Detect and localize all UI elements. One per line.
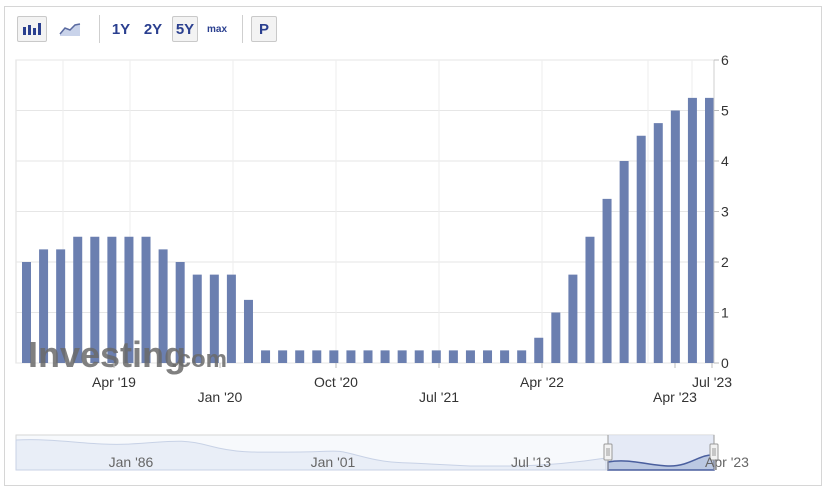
- range-navigator[interactable]: Jan '86 Jan '01 Jul '13 Apr '23: [15, 434, 749, 471]
- range-1y-button[interactable]: 1Y: [111, 20, 131, 38]
- chart-bar: [73, 236, 83, 363]
- chart-bar: [107, 236, 117, 363]
- chart-bar: [431, 350, 441, 363]
- x-tick-label: Jul '23: [692, 374, 732, 390]
- chart-bar: [397, 350, 407, 363]
- bar-chart-icon[interactable]: [17, 16, 47, 42]
- x-tick-label: Apr '23: [653, 389, 697, 405]
- chart-bar: [90, 236, 100, 363]
- chart-bar: [585, 236, 595, 363]
- chart-bar: [705, 97, 714, 363]
- chart-bar: [500, 350, 510, 363]
- chart-bar: [158, 249, 168, 363]
- navigator-label: Jul '13: [511, 454, 551, 470]
- chart-bar: [22, 262, 31, 363]
- x-axis: Apr '19 Jan '20 Oct '20 Jul '21 Apr '22 Apr '…: [92, 363, 732, 405]
- chart-bar: [687, 97, 697, 363]
- navigator-left-handle[interactable]: [603, 443, 613, 461]
- chart-bar: [363, 350, 373, 363]
- chart-bar: [670, 110, 680, 363]
- chart-bar: [619, 161, 629, 363]
- y-tick-label: 6: [721, 52, 729, 68]
- y-tick-label: 4: [721, 153, 729, 169]
- chart-bar: [346, 350, 356, 363]
- navigator-label: Apr '23: [705, 454, 749, 470]
- x-tick-label: Apr '22: [520, 374, 564, 390]
- chart-bar: [448, 350, 458, 363]
- range-2y-button[interactable]: 2Y: [143, 20, 163, 38]
- chart-bar: [278, 350, 288, 363]
- y-tick-label: 3: [721, 204, 729, 220]
- chart-toolbar: 1Y 2Y 5Y max P: [17, 13, 283, 45]
- chart-bar: [380, 350, 390, 363]
- chart-bar: [56, 249, 66, 363]
- line-chart-icon[interactable]: [55, 16, 85, 42]
- y-tick-label: 2: [721, 254, 729, 270]
- navigator-label: Jan '86: [109, 454, 154, 470]
- chart-bar: [312, 350, 322, 363]
- x-tick-label: Oct '20: [314, 374, 358, 390]
- x-tick-label: Jan '20: [198, 389, 243, 405]
- y-axis: 0 1 2 3 4 5 6: [713, 52, 729, 371]
- investing-watermark: Investing .com: [28, 334, 227, 375]
- navigator-history-area: [15, 439, 607, 471]
- x-tick-label: Apr '19: [92, 374, 136, 390]
- chart-bar: [534, 337, 544, 363]
- chart-bar: [261, 350, 271, 363]
- navigator-label: Jan '01: [311, 454, 356, 470]
- toolbar-divider: [242, 15, 244, 43]
- chart-bar: [602, 198, 612, 363]
- chart-bar: [192, 274, 202, 363]
- chart-bar: [636, 135, 646, 363]
- chart-bar: [568, 274, 578, 363]
- range-5y-button[interactable]: 5Y: [172, 16, 198, 42]
- chart-bar: [414, 350, 424, 363]
- navigator-right-handle[interactable]: [709, 443, 719, 461]
- chart-bar: [329, 350, 339, 363]
- y-tick-label: 1: [721, 305, 729, 321]
- chart-bar: [141, 236, 151, 363]
- chart-bar: [209, 274, 219, 363]
- chart-bar: [124, 236, 134, 363]
- chart-bar: [226, 274, 236, 363]
- chart-bar: [243, 299, 253, 363]
- toolbar-divider: [99, 15, 100, 43]
- chart-bar: [653, 123, 663, 363]
- chart-bar: [517, 350, 527, 363]
- chart-bar: [551, 312, 561, 363]
- chart-bar: [175, 262, 185, 363]
- chart-bars: [22, 97, 714, 363]
- y-tick-label: 5: [721, 103, 729, 119]
- watermark-brand: Investing: [28, 334, 186, 375]
- chart-bar: [295, 350, 305, 363]
- chart-bar: [465, 350, 475, 363]
- y-tick-label: 0: [721, 355, 729, 371]
- chart-bar: [483, 350, 493, 363]
- chart-bar: [39, 249, 49, 363]
- p-button[interactable]: P: [251, 16, 278, 42]
- x-tick-label: Jul '21: [419, 389, 459, 405]
- watermark-suffix: .com: [171, 346, 227, 373]
- range-max-button[interactable]: max: [207, 23, 228, 35]
